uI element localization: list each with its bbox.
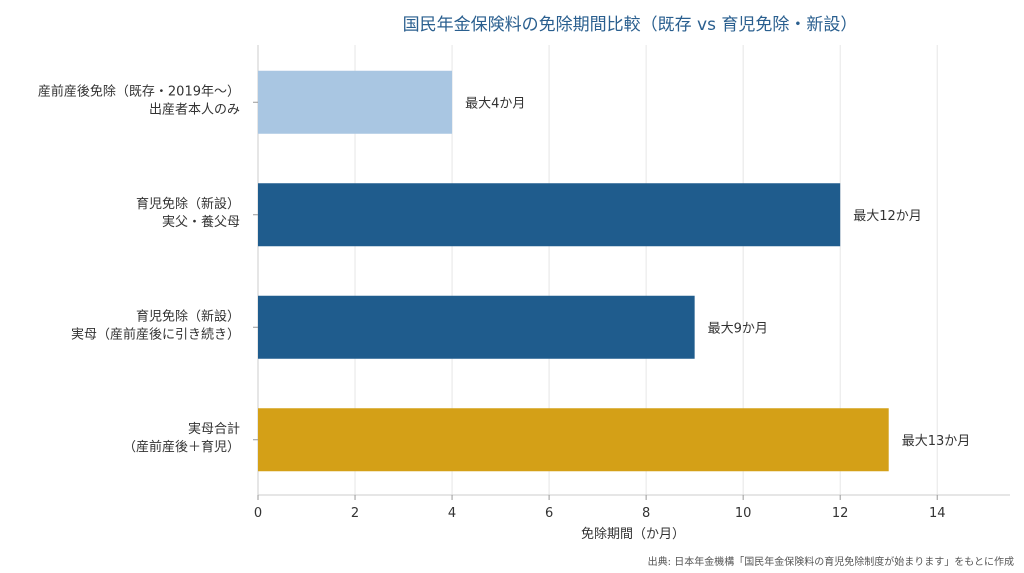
category-label: 育児免除（新設） <box>136 308 240 324</box>
category-label: 出産者本人のみ <box>149 101 240 117</box>
bar <box>258 183 841 247</box>
x-tick-label: 14 <box>929 506 946 521</box>
x-tick-label: 0 <box>254 506 262 521</box>
category-label: 実母合計 <box>188 421 240 437</box>
category-label: 育児免除（新設） <box>136 196 240 212</box>
category-label: （産前産後＋育児） <box>123 439 240 455</box>
bar-data-label: 最大12か月 <box>853 209 922 224</box>
x-tick-label: 6 <box>545 506 553 521</box>
x-tick-label: 10 <box>735 506 752 521</box>
bar-data-label: 最大9か月 <box>708 321 768 336</box>
category-label: 実父・養父母 <box>162 214 240 230</box>
chart-title: 国民年金保険料の免除期間比較（既存 vs 育児免除・新設） <box>403 15 858 35</box>
bar <box>258 295 695 359</box>
bar-data-label: 最大13か月 <box>902 434 971 449</box>
category-labels: 産前産後免除（既存・2019年〜）出産者本人のみ育児免除（新設）実父・養父母育児… <box>38 83 258 455</box>
x-axis-ticks: 0 2 4 6 8 10 12 14 <box>254 495 946 521</box>
x-tick-label: 8 <box>642 506 650 521</box>
category-label: 産前産後免除（既存・2019年〜） <box>38 83 240 99</box>
x-tick-label: 2 <box>351 506 359 521</box>
x-tick-label: 4 <box>448 506 456 521</box>
bar <box>258 408 889 472</box>
source-note: 出典: 日本年金機構「国民年金保険料の育児免除制度が始まります」をもとに作成 <box>648 555 1014 568</box>
bar-data-label: 最大4か月 <box>465 96 525 111</box>
bar <box>258 70 453 134</box>
category-label: 実母（産前産後に引き続き） <box>71 326 240 342</box>
x-tick-label: 12 <box>832 506 849 521</box>
x-axis-title: 免除期間（か月） <box>581 527 685 542</box>
